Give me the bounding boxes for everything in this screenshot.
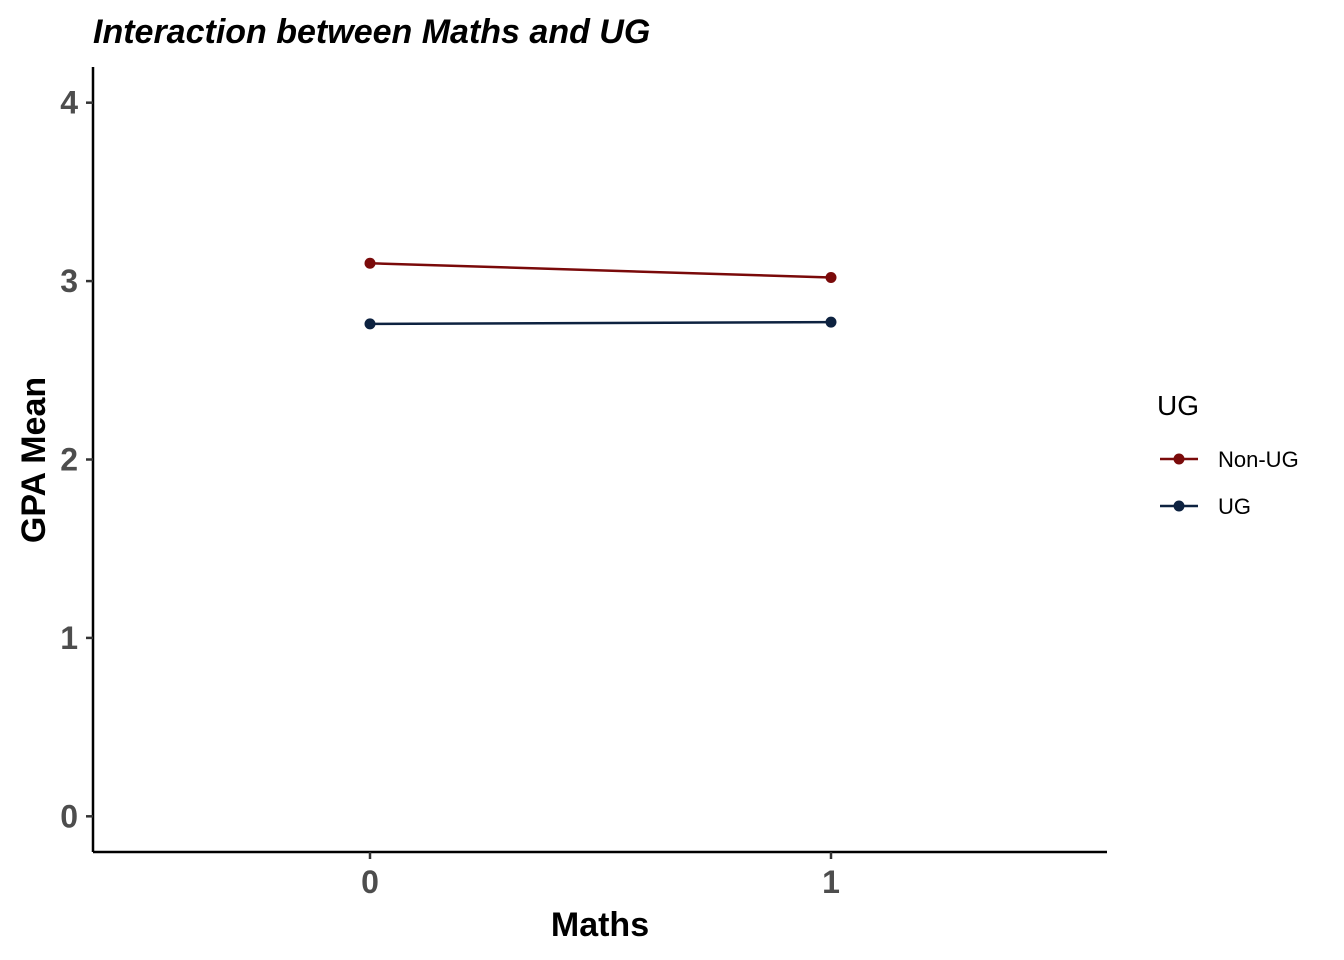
legend-label-non-ug: Non-UG	[1218, 447, 1299, 472]
data-point-ug	[825, 316, 837, 328]
series-line-ug	[369, 320, 832, 326]
y-tick-label: 0	[60, 798, 78, 834]
x-tick-label: 1	[822, 864, 840, 900]
y-tick-label: 3	[60, 263, 78, 299]
data-point-non-ug	[825, 272, 837, 284]
x-tick-label: 0	[361, 864, 379, 900]
y-axis-ticks: 0 1 2 3 4	[60, 85, 93, 834]
legend-key-point-ug	[1173, 500, 1185, 512]
legend-label-ug: UG	[1218, 494, 1251, 519]
x-axis-title: Maths	[551, 906, 649, 944]
data-point-non-ug	[364, 257, 376, 269]
legend-title: UG	[1157, 390, 1199, 421]
plot-area	[364, 257, 837, 330]
y-axis-title: GPA Mean	[15, 377, 53, 543]
legend-key-point-non-ug	[1173, 453, 1185, 465]
legend: UG Non-UG UG	[1157, 390, 1299, 519]
data-point-ug	[364, 318, 376, 330]
y-tick-label: 4	[60, 85, 78, 121]
y-tick-label: 2	[60, 442, 78, 478]
series-line-non-ug	[369, 262, 832, 279]
y-tick-label: 1	[60, 620, 78, 656]
chart-title: Interaction between Maths and UG	[93, 13, 650, 51]
